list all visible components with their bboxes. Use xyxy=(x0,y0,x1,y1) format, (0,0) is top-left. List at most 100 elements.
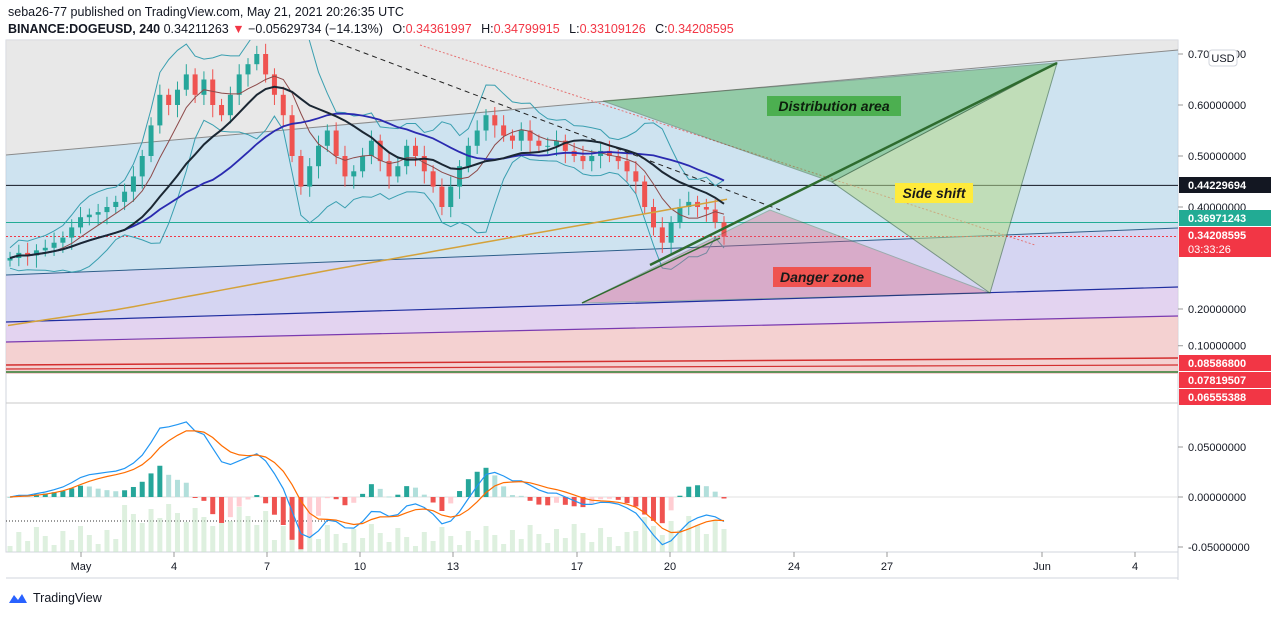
macd-histogram-bar xyxy=(439,497,445,511)
upper-trendline xyxy=(6,49,1178,156)
volume-bar xyxy=(289,535,295,552)
candle xyxy=(227,94,233,116)
macd-histogram-bar xyxy=(668,497,674,511)
macd-histogram-bar xyxy=(298,497,304,550)
ma-50-line xyxy=(9,85,725,259)
candle xyxy=(298,156,304,187)
volume-bar xyxy=(166,504,172,552)
price-tag: 0.36971243 xyxy=(1179,210,1271,226)
candle xyxy=(104,207,110,213)
macd-histogram-bar xyxy=(166,474,172,497)
candle xyxy=(492,115,498,126)
volume-bar xyxy=(501,544,507,552)
volume-bar xyxy=(351,529,357,552)
candle xyxy=(712,209,718,223)
volume-bar xyxy=(509,530,515,552)
macd-histogram-bar xyxy=(703,486,709,497)
volume-bar xyxy=(377,533,383,552)
macd-histogram-bar xyxy=(333,497,339,500)
rising-wedge-line xyxy=(649,61,1058,267)
candle xyxy=(201,79,207,95)
volume-bar xyxy=(342,543,348,552)
volume-bar xyxy=(606,537,612,552)
symbol-line: BINANCE:DOGEUSD, 240 0.34211263 ▼ −0.056… xyxy=(8,22,734,36)
volume-bar xyxy=(104,530,110,552)
macd-histogram-bar xyxy=(624,497,630,504)
footer-brand[interactable]: TradingView xyxy=(8,591,102,605)
macd-histogram-bar xyxy=(509,495,515,497)
macd-histogram-bar xyxy=(571,497,577,507)
candle xyxy=(78,217,84,228)
candle xyxy=(386,161,392,177)
candle xyxy=(589,156,595,162)
candle xyxy=(316,145,322,167)
candles xyxy=(7,43,727,268)
macd-histogram-bar xyxy=(386,496,392,498)
candle xyxy=(51,242,57,248)
candle xyxy=(606,150,612,156)
volume-bar xyxy=(536,534,542,552)
price-tag-countdown: 03:33:26 xyxy=(1188,244,1231,256)
volume-bar xyxy=(668,521,674,552)
price-tag-bg xyxy=(1179,355,1271,371)
bollinger-upper xyxy=(9,40,725,249)
candle xyxy=(659,227,665,243)
macd-histogram-bar xyxy=(254,495,260,497)
volume-bar xyxy=(7,546,13,552)
volume-bar xyxy=(721,529,727,552)
macd-histogram-bar xyxy=(307,497,313,536)
time-tick-label: May xyxy=(71,561,92,573)
time-tick-label: 20 xyxy=(664,561,676,573)
macd-histogram-bar xyxy=(130,486,136,497)
macd-histogram-bar xyxy=(448,497,454,504)
candle xyxy=(174,89,180,105)
macd-histogram-bar xyxy=(342,497,348,506)
macd-histogram-bar xyxy=(351,497,357,503)
macd-histogram-bar xyxy=(412,487,418,497)
candle xyxy=(545,145,551,147)
annotation-side-shift-text: Side shift xyxy=(902,185,966,201)
volume-bar xyxy=(703,534,709,552)
macd-histogram-bar xyxy=(474,471,480,497)
bollinger-lower xyxy=(9,115,725,273)
volume-bar xyxy=(659,535,665,552)
tradingview-logo-icon xyxy=(9,594,27,603)
publish-line: seba26-77 published on TradingView.com, … xyxy=(8,5,404,19)
volume-bar xyxy=(157,518,163,552)
macd-histogram-bar xyxy=(280,497,286,525)
time-tick-label: 4 xyxy=(171,561,177,573)
time-tick-label: 10 xyxy=(354,561,366,573)
volume-bar xyxy=(545,543,551,552)
macd-histogram-bar xyxy=(42,493,48,497)
annotation-danger-zone-text: Danger zone xyxy=(780,269,864,285)
volume-bar xyxy=(412,546,418,552)
macd-histogram-bar xyxy=(271,497,277,515)
volume-bar xyxy=(271,540,277,552)
ohlc-close: 0.34208595 xyxy=(667,22,734,36)
annotation-distribution-text: Distribution area xyxy=(778,98,889,114)
macd-tick-label: 0.05000000 xyxy=(1188,442,1246,454)
candle xyxy=(157,94,163,126)
volume-bar xyxy=(130,514,136,552)
currency-badge xyxy=(1208,49,1238,67)
macd-histogram-bar xyxy=(395,494,401,497)
candle xyxy=(457,166,463,187)
time-tick-label: 13 xyxy=(447,561,459,573)
volume-bar xyxy=(324,525,330,552)
volume-bar xyxy=(201,517,207,552)
volume-bar xyxy=(174,513,180,552)
macd-histogram-bar xyxy=(368,484,374,497)
macd-histogram-bar xyxy=(527,497,533,501)
ohlc-open: 0.34361997 xyxy=(405,22,472,36)
price-change: −0.05629734 (−14.13%) xyxy=(248,22,383,36)
macd-histogram-bar xyxy=(157,465,163,497)
macd-histogram-bar xyxy=(245,497,251,500)
ohlc-low: 0.33109126 xyxy=(579,22,646,36)
volume-bar xyxy=(210,526,216,552)
footer-brand-label: TradingView xyxy=(33,591,102,605)
macd-histogram-bar xyxy=(377,488,383,497)
annotation-danger-zone: Danger zone xyxy=(773,267,871,287)
macd-line xyxy=(9,421,725,546)
macd-histogram-bar xyxy=(289,497,295,540)
